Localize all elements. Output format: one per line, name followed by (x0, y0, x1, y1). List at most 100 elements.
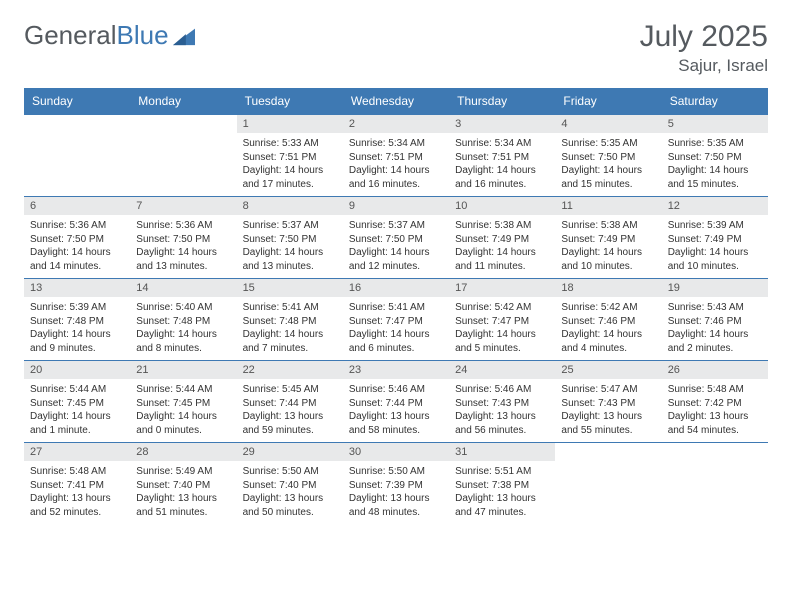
day-header: Tuesday (237, 88, 343, 115)
calendar-cell: 18Sunrise: 5:42 AMSunset: 7:46 PMDayligh… (555, 279, 661, 361)
logo-mark-icon (173, 26, 195, 46)
day-number: 7 (130, 197, 236, 215)
calendar-cell: 13Sunrise: 5:39 AMSunset: 7:48 PMDayligh… (24, 279, 130, 361)
calendar-cell: 6Sunrise: 5:36 AMSunset: 7:50 PMDaylight… (24, 197, 130, 279)
calendar-cell: 5Sunrise: 5:35 AMSunset: 7:50 PMDaylight… (662, 115, 768, 197)
day-details: Sunrise: 5:35 AMSunset: 7:50 PMDaylight:… (662, 133, 768, 195)
day-header: Wednesday (343, 88, 449, 115)
day-details: Sunrise: 5:36 AMSunset: 7:50 PMDaylight:… (24, 215, 130, 277)
day-details: Sunrise: 5:36 AMSunset: 7:50 PMDaylight:… (130, 215, 236, 277)
day-number: 13 (24, 279, 130, 297)
day-details: Sunrise: 5:43 AMSunset: 7:46 PMDaylight:… (662, 297, 768, 359)
logo-word-blue: Blue (117, 20, 169, 50)
day-details: Sunrise: 5:47 AMSunset: 7:43 PMDaylight:… (555, 379, 661, 441)
day-number: 28 (130, 443, 236, 461)
calendar-cell: 11Sunrise: 5:38 AMSunset: 7:49 PMDayligh… (555, 197, 661, 279)
calendar-cell: 25Sunrise: 5:47 AMSunset: 7:43 PMDayligh… (555, 361, 661, 443)
logo: GeneralBlue (24, 20, 195, 51)
day-details: Sunrise: 5:37 AMSunset: 7:50 PMDaylight:… (237, 215, 343, 277)
calendar-cell: 28Sunrise: 5:49 AMSunset: 7:40 PMDayligh… (130, 443, 236, 525)
calendar-body: 1Sunrise: 5:33 AMSunset: 7:51 PMDaylight… (24, 115, 768, 525)
day-details: Sunrise: 5:38 AMSunset: 7:49 PMDaylight:… (555, 215, 661, 277)
day-number: 26 (662, 361, 768, 379)
day-details: Sunrise: 5:41 AMSunset: 7:47 PMDaylight:… (343, 297, 449, 359)
day-number: 1 (237, 115, 343, 133)
day-number: 9 (343, 197, 449, 215)
day-details: Sunrise: 5:41 AMSunset: 7:48 PMDaylight:… (237, 297, 343, 359)
day-details: Sunrise: 5:34 AMSunset: 7:51 PMDaylight:… (449, 133, 555, 195)
day-header: Monday (130, 88, 236, 115)
day-details: Sunrise: 5:40 AMSunset: 7:48 PMDaylight:… (130, 297, 236, 359)
day-number: 2 (343, 115, 449, 133)
day-number: 4 (555, 115, 661, 133)
calendar-cell: 9Sunrise: 5:37 AMSunset: 7:50 PMDaylight… (343, 197, 449, 279)
day-number: 16 (343, 279, 449, 297)
day-details: Sunrise: 5:51 AMSunset: 7:38 PMDaylight:… (449, 461, 555, 523)
month-title: July 2025 (640, 20, 768, 54)
day-number: 8 (237, 197, 343, 215)
day-details: Sunrise: 5:48 AMSunset: 7:41 PMDaylight:… (24, 461, 130, 523)
day-number: 18 (555, 279, 661, 297)
day-details: Sunrise: 5:39 AMSunset: 7:48 PMDaylight:… (24, 297, 130, 359)
day-number: 24 (449, 361, 555, 379)
calendar-cell: 4Sunrise: 5:35 AMSunset: 7:50 PMDaylight… (555, 115, 661, 197)
day-details: Sunrise: 5:44 AMSunset: 7:45 PMDaylight:… (130, 379, 236, 441)
calendar-cell: 17Sunrise: 5:42 AMSunset: 7:47 PMDayligh… (449, 279, 555, 361)
day-number: 29 (237, 443, 343, 461)
day-header: Thursday (449, 88, 555, 115)
calendar-cell: 24Sunrise: 5:46 AMSunset: 7:43 PMDayligh… (449, 361, 555, 443)
day-number: 3 (449, 115, 555, 133)
header: GeneralBlue July 2025 Sajur, Israel (24, 20, 768, 76)
day-number: 19 (662, 279, 768, 297)
day-details: Sunrise: 5:48 AMSunset: 7:42 PMDaylight:… (662, 379, 768, 441)
day-number: 15 (237, 279, 343, 297)
calendar-cell (555, 443, 661, 525)
day-header: Friday (555, 88, 661, 115)
calendar-cell: 7Sunrise: 5:36 AMSunset: 7:50 PMDaylight… (130, 197, 236, 279)
day-number: 25 (555, 361, 661, 379)
location: Sajur, Israel (640, 56, 768, 76)
day-details: Sunrise: 5:39 AMSunset: 7:49 PMDaylight:… (662, 215, 768, 277)
day-details: Sunrise: 5:49 AMSunset: 7:40 PMDaylight:… (130, 461, 236, 523)
calendar-cell: 16Sunrise: 5:41 AMSunset: 7:47 PMDayligh… (343, 279, 449, 361)
day-number: 12 (662, 197, 768, 215)
day-number: 10 (449, 197, 555, 215)
calendar-cell: 14Sunrise: 5:40 AMSunset: 7:48 PMDayligh… (130, 279, 236, 361)
calendar-cell (662, 443, 768, 525)
calendar-week: 13Sunrise: 5:39 AMSunset: 7:48 PMDayligh… (24, 279, 768, 361)
calendar-cell: 1Sunrise: 5:33 AMSunset: 7:51 PMDaylight… (237, 115, 343, 197)
calendar-cell: 19Sunrise: 5:43 AMSunset: 7:46 PMDayligh… (662, 279, 768, 361)
title-block: July 2025 Sajur, Israel (640, 20, 768, 76)
day-number: 20 (24, 361, 130, 379)
calendar-cell: 23Sunrise: 5:46 AMSunset: 7:44 PMDayligh… (343, 361, 449, 443)
calendar-week: 6Sunrise: 5:36 AMSunset: 7:50 PMDaylight… (24, 197, 768, 279)
day-details: Sunrise: 5:38 AMSunset: 7:49 PMDaylight:… (449, 215, 555, 277)
logo-text: GeneralBlue (24, 20, 169, 51)
day-number: 5 (662, 115, 768, 133)
day-number: 30 (343, 443, 449, 461)
calendar-cell: 10Sunrise: 5:38 AMSunset: 7:49 PMDayligh… (449, 197, 555, 279)
calendar-week: 27Sunrise: 5:48 AMSunset: 7:41 PMDayligh… (24, 443, 768, 525)
calendar-head: SundayMondayTuesdayWednesdayThursdayFrid… (24, 88, 768, 115)
day-details: Sunrise: 5:35 AMSunset: 7:50 PMDaylight:… (555, 133, 661, 195)
day-number: 6 (24, 197, 130, 215)
calendar-table: SundayMondayTuesdayWednesdayThursdayFrid… (24, 88, 768, 525)
calendar-cell: 15Sunrise: 5:41 AMSunset: 7:48 PMDayligh… (237, 279, 343, 361)
day-details: Sunrise: 5:37 AMSunset: 7:50 PMDaylight:… (343, 215, 449, 277)
day-details: Sunrise: 5:46 AMSunset: 7:43 PMDaylight:… (449, 379, 555, 441)
day-header: Saturday (662, 88, 768, 115)
day-details: Sunrise: 5:42 AMSunset: 7:47 PMDaylight:… (449, 297, 555, 359)
day-details: Sunrise: 5:44 AMSunset: 7:45 PMDaylight:… (24, 379, 130, 441)
day-details: Sunrise: 5:34 AMSunset: 7:51 PMDaylight:… (343, 133, 449, 195)
day-number: 31 (449, 443, 555, 461)
calendar-cell: 20Sunrise: 5:44 AMSunset: 7:45 PMDayligh… (24, 361, 130, 443)
calendar-cell: 22Sunrise: 5:45 AMSunset: 7:44 PMDayligh… (237, 361, 343, 443)
day-details: Sunrise: 5:45 AMSunset: 7:44 PMDaylight:… (237, 379, 343, 441)
day-details: Sunrise: 5:42 AMSunset: 7:46 PMDaylight:… (555, 297, 661, 359)
calendar-cell: 2Sunrise: 5:34 AMSunset: 7:51 PMDaylight… (343, 115, 449, 197)
day-number: 11 (555, 197, 661, 215)
calendar-cell: 30Sunrise: 5:50 AMSunset: 7:39 PMDayligh… (343, 443, 449, 525)
calendar-week: 20Sunrise: 5:44 AMSunset: 7:45 PMDayligh… (24, 361, 768, 443)
calendar-cell: 12Sunrise: 5:39 AMSunset: 7:49 PMDayligh… (662, 197, 768, 279)
calendar-week: 1Sunrise: 5:33 AMSunset: 7:51 PMDaylight… (24, 115, 768, 197)
